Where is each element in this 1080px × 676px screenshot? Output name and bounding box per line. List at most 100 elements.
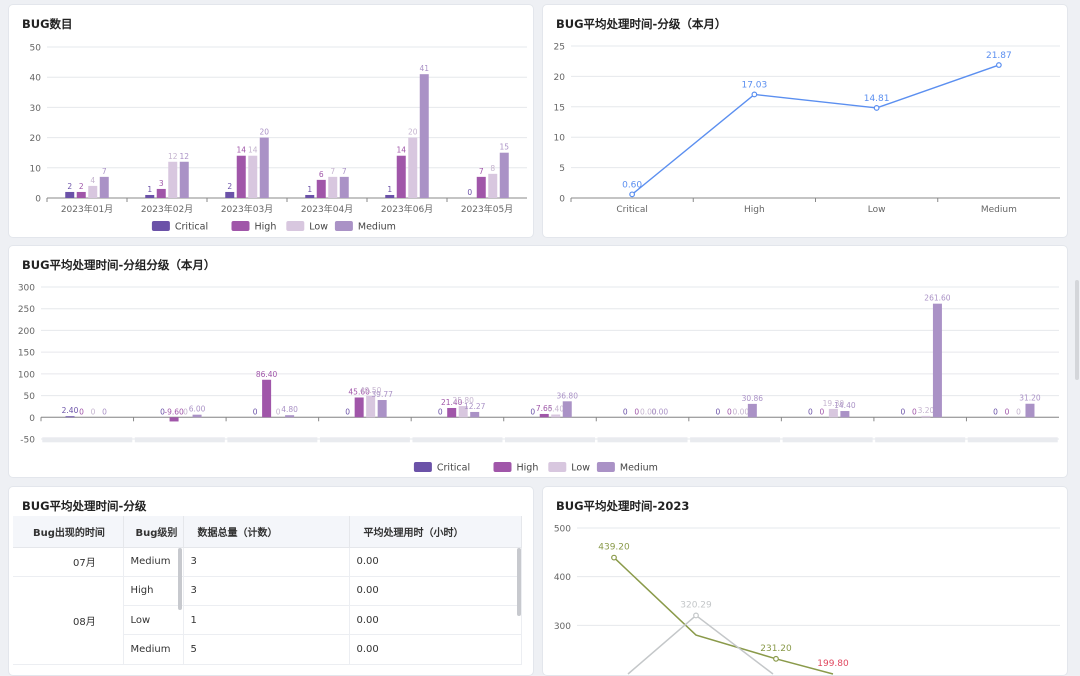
bar-label: 6.00 — [189, 405, 206, 414]
avg-table: Bug出现的时间 Bug级别 数据总量（计数） 平均处理用时（小时） 07月 M… — [13, 516, 522, 665]
y-tick-label: 15 — [554, 103, 565, 113]
legend-swatch — [548, 462, 567, 472]
point-label: 439.20 — [598, 543, 630, 553]
bar-label: 25.80 — [452, 396, 474, 405]
table-cell-level: High — [123, 576, 184, 607]
table-cell-level: Low — [123, 605, 184, 636]
bar-label: 0.00 — [640, 407, 657, 416]
legend-swatch — [231, 221, 250, 231]
bar-high — [236, 155, 246, 198]
series-line — [627, 614, 774, 675]
legend-label: High — [255, 222, 277, 233]
x-tick-label: 2023年01月 — [61, 203, 113, 215]
bar-label: 0 — [912, 407, 917, 416]
bar-low — [408, 137, 418, 198]
avg-by-group-card: BUG平均处理时间-分组分级（本月） -50 0 50 100 150 200 250 300… — [8, 245, 1068, 478]
bar-label: 14 — [236, 146, 246, 155]
table-header-level[interactable]: Bug级别 — [123, 516, 184, 548]
bar-medium — [192, 414, 202, 418]
bar-label: 2 — [79, 182, 84, 191]
y-tick-label: 40 — [30, 74, 42, 84]
bar-high — [316, 179, 326, 198]
x-tick-label: Critical — [616, 205, 647, 215]
y-tick-label: 0 — [35, 195, 41, 205]
legend-label: Critical — [437, 463, 470, 474]
bar-label: 0 — [276, 407, 281, 416]
table-vertical-scrollbar[interactable] — [517, 548, 521, 616]
bar-label: 41 — [419, 64, 429, 73]
table-header-count[interactable]: 数据总量（计数） — [183, 516, 350, 548]
table-row: 08月 Low 1 0.00 — [13, 605, 522, 636]
table-cell-count: 5 — [183, 634, 350, 665]
bar-label: 0 — [819, 407, 824, 416]
bar-label: 3 — [159, 179, 164, 188]
bar-label: 1 — [307, 185, 312, 194]
bar-critical — [305, 194, 315, 198]
point-label: 320.29 — [680, 600, 712, 610]
point-label: 199.80 — [817, 659, 849, 669]
y-tick-label: 20 — [554, 73, 566, 83]
x-tick-label: 2023年02月 — [141, 203, 193, 215]
series-line — [631, 64, 1000, 195]
table-cell-level: Medium — [123, 547, 184, 577]
table-header-avg[interactable]: 平均处理用时（小时） — [349, 516, 522, 548]
bar-label: 21.40 — [441, 398, 463, 407]
legend-swatch — [334, 221, 353, 231]
bar-medium — [99, 176, 109, 198]
point-label: 21.87 — [986, 51, 1012, 61]
bar-label: 0 — [1016, 407, 1021, 416]
bar-label: 20 — [408, 128, 418, 137]
bug-count-card: BUG数目 0 10 20 30 40 50 2023年01月 2 2 4 7 2023年02月 1 3 1… — [8, 4, 534, 238]
legend-swatch — [413, 462, 432, 472]
table-header-time[interactable]: Bug出现的时间 — [13, 516, 124, 548]
bar-medium — [499, 152, 509, 198]
page-scrollbar[interactable] — [1075, 280, 1079, 380]
bar-critical — [65, 416, 75, 418]
x-tick-label: 2023年05月 — [461, 203, 513, 215]
table-header-row: Bug出现的时间 Bug级别 数据总量（计数） 平均处理用时（小时） — [13, 516, 522, 548]
bar-medium — [419, 74, 429, 198]
bar-label: 0 — [345, 407, 350, 416]
y-tick-label: 300 — [554, 622, 571, 632]
legend-label: Medium — [620, 463, 658, 474]
bar-medium — [179, 161, 189, 198]
bar-critical — [225, 191, 235, 198]
bar-label: 6.40 — [547, 405, 564, 414]
bar-label: 7 — [330, 167, 335, 176]
y-tick-label: 300 — [18, 284, 35, 294]
line-point — [611, 554, 617, 561]
table-row: 07月 Medium 3 0.00 — [13, 547, 522, 577]
y-tick-label: 200 — [18, 327, 35, 337]
bar-label: 19.30 — [823, 399, 845, 408]
table-cell-month — [13, 576, 124, 606]
bar-label: 261.60 — [924, 294, 950, 303]
line-point — [995, 62, 1002, 68]
bar-medium — [840, 411, 850, 418]
y-tick-label: 400 — [554, 573, 571, 583]
bar-high — [262, 379, 272, 418]
bar-label: 15 — [499, 143, 509, 152]
bar-low — [366, 395, 376, 418]
table-column-scrollbar[interactable] — [178, 548, 182, 610]
point-label: 231.20 — [760, 644, 792, 654]
bar-label: 7 — [102, 167, 107, 176]
avg-2023-chart: 300 400 500 439.20 231.20 320.29 199.80 — [554, 525, 1060, 675]
bar-label: 7.65 — [536, 404, 553, 413]
y-tick-label: 50 — [24, 392, 36, 402]
bar-label: 0 — [183, 407, 188, 416]
y-tick-label: 5 — [559, 164, 565, 174]
bar-high — [156, 188, 166, 198]
bar-label: 0 — [530, 407, 535, 416]
bar-high — [539, 413, 549, 418]
y-tick-label: 50 — [30, 44, 42, 54]
table-cell-avg: 0.00 — [349, 547, 522, 577]
bar-label: 0.00 — [732, 407, 749, 416]
x-tick-label: Low — [868, 205, 886, 215]
y-tick-label: -50 — [20, 436, 35, 446]
bar-label: 39.77 — [371, 390, 393, 399]
table-cell-month: 07月 — [13, 547, 124, 577]
bar-label: 0 — [901, 407, 906, 416]
line-point — [693, 612, 699, 619]
